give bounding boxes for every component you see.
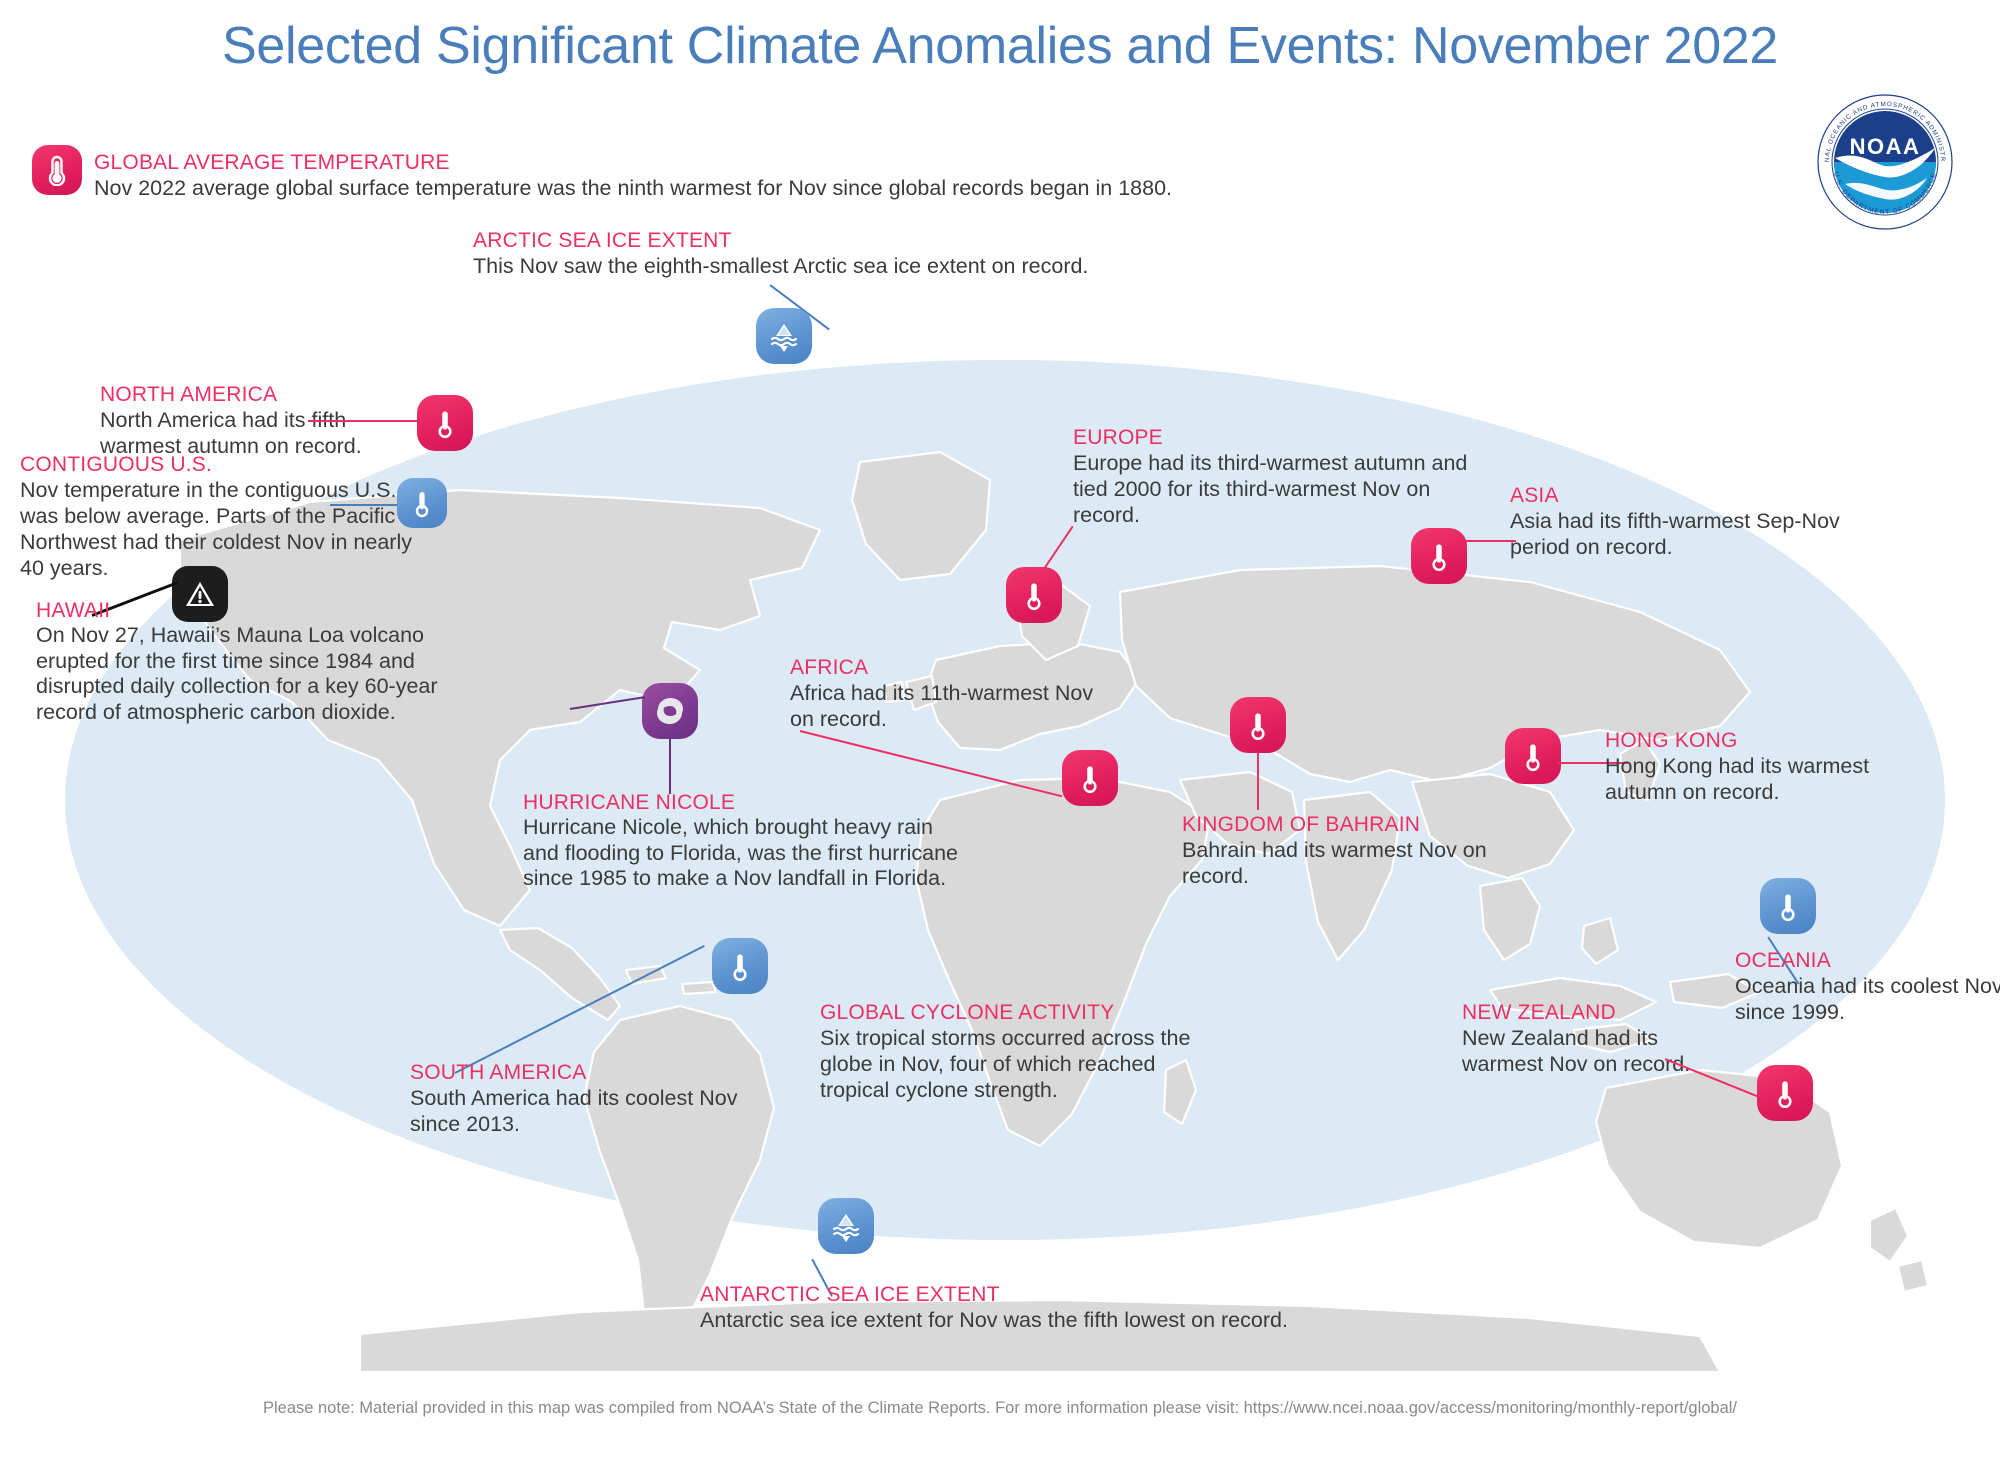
leader-stem-hurricane-nicole	[669, 739, 672, 794]
leader-stem-bahrain	[1257, 752, 1260, 810]
thermometer-warm-icon	[1230, 697, 1286, 753]
callout-heading: ARCTIC SEA ICE EXTENT	[473, 229, 732, 252]
callout-heading: KINGDOM OF BAHRAIN	[1182, 813, 1421, 836]
callout-kingdom-of-bahrain: KINGDOM OF BAHRAIN Bahrain had its warme…	[1182, 812, 1512, 889]
callout-heading: EUROPE	[1073, 426, 1163, 449]
callout-south-america: SOUTH AMERICA South America had its cool…	[410, 1060, 740, 1137]
leader-line-north-america	[308, 420, 428, 423]
thermometer-warm-icon	[1006, 567, 1062, 623]
callout-new-zealand: NEW ZEALAND New Zealand had its warmest …	[1462, 1000, 1692, 1077]
callout-europe: EUROPE Europe had its third-warmest autu…	[1073, 425, 1493, 528]
thermometer-warm-icon	[1411, 528, 1467, 584]
callout-body: Africa had its 11th-warmest Nov on recor…	[790, 681, 1094, 731]
thermometer-warm-icon	[32, 145, 82, 195]
callout-body: Six tropical storms occurred across the …	[820, 1026, 1191, 1102]
noaa-logo: NOAA NATIONAL OCEANIC AND ATMOSPHERIC AD…	[1812, 87, 1955, 232]
callout-arctic-sea-ice: ARCTIC SEA ICE EXTENT This Nov saw the e…	[473, 228, 1173, 279]
leader-line-contiguous-us	[330, 504, 402, 507]
callout-body: Bahrain had its warmest Nov on record.	[1182, 838, 1487, 888]
callout-heading: ANTARCTIC SEA ICE EXTENT	[700, 1283, 1000, 1306]
callout-hurricane-nicole: HURRICANE NICOLE Hurricane Nicole, which…	[523, 790, 973, 892]
callout-body: Europe had its third-warmest autumn and …	[1073, 451, 1468, 527]
callout-body: Oceania had its coolest Nov since 1999.	[1735, 974, 2000, 1024]
thermometer-cool-icon	[712, 938, 768, 994]
cyclone-icon	[642, 683, 698, 739]
callout-heading: SOUTH AMERICA	[410, 1061, 587, 1084]
callout-heading: ASIA	[1510, 484, 1559, 507]
footer-note: Please note: Material provided in this m…	[262, 1399, 1738, 1417]
callout-heading: AFRICA	[790, 656, 869, 679]
callout-heading: CONTIGUOUS U.S.	[20, 453, 213, 476]
thermometer-warm-icon	[1505, 728, 1561, 784]
callout-body: South America had its coolest Nov since …	[410, 1086, 738, 1136]
warning-triangle-icon	[172, 566, 228, 622]
callout-heading: NEW ZEALAND	[1462, 1001, 1616, 1024]
leader-line-hong-kong	[1558, 762, 1628, 765]
callout-body: Nov temperature in the contiguous U.S. w…	[20, 478, 412, 580]
callout-antarctic-sea-ice: ANTARCTIC SEA ICE EXTENT Antarctic sea i…	[700, 1282, 1520, 1333]
thermometer-warm-icon	[417, 395, 473, 451]
callout-heading: NORTH AMERICA	[100, 383, 278, 406]
callout-body: On Nov 27, Hawaii’s Mauna Loa volcano er…	[36, 623, 438, 724]
thermometer-cool-icon	[397, 478, 447, 528]
thermometer-warm-icon	[1757, 1065, 1813, 1121]
callout-body: Hong Kong had its warmest autumn on reco…	[1605, 754, 1870, 804]
callout-global-average-temperature: GLOBAL AVERAGE TEMPERATURE Nov 2022 aver…	[94, 150, 1344, 201]
page-title: Selected Significant Climate Anomalies a…	[221, 17, 1779, 75]
callout-body: Nov 2022 average global surface temperat…	[94, 176, 1173, 200]
callout-body: Asia had its fifth-warmest Sep-Nov perio…	[1510, 509, 1840, 559]
callout-hawaii: HAWAII On Nov 27, Hawaii’s Mauna Loa vol…	[36, 598, 486, 725]
sea-ice-icon	[818, 1198, 874, 1254]
callout-body: New Zealand had its warmest Nov on recor…	[1462, 1026, 1691, 1076]
callout-heading: OCEANIA	[1735, 949, 1831, 972]
callout-body: Hurricane Nicole, which brought heavy ra…	[523, 815, 959, 890]
leader-line-asia	[1440, 540, 1516, 543]
callout-oceania: OCEANIA Oceania had its coolest Nov sinc…	[1735, 948, 2000, 1025]
callout-asia: ASIA Asia had its fifth-warmest Sep-Nov …	[1510, 483, 1840, 560]
callout-heading: HONG KONG	[1605, 729, 1738, 752]
callout-hong-kong: HONG KONG Hong Kong had its warmest autu…	[1605, 728, 1945, 805]
svg-text:NOAA: NOAA	[1850, 134, 1921, 159]
callout-heading: HURRICANE NICOLE	[523, 791, 736, 814]
callout-global-cyclone-activity: GLOBAL CYCLONE ACTIVITY Six tropical sto…	[820, 1000, 1220, 1103]
callout-heading: GLOBAL CYCLONE ACTIVITY	[820, 1001, 1115, 1024]
callout-body: This Nov saw the eighth-smallest Arctic …	[473, 254, 1089, 278]
callout-africa: AFRICA Africa had its 11th-warmest Nov o…	[790, 655, 1120, 732]
callout-body: Antarctic sea ice extent for Nov was the…	[700, 1308, 1288, 1332]
thermometer-cool-icon	[1760, 878, 1816, 934]
thermometer-warm-icon	[1062, 750, 1118, 806]
callout-heading: HAWAII	[36, 599, 111, 622]
callout-heading: GLOBAL AVERAGE TEMPERATURE	[94, 151, 450, 174]
sea-ice-icon	[756, 308, 812, 364]
callout-contiguous-us: CONTIGUOUS U.S. Nov temperature in the c…	[20, 452, 420, 581]
